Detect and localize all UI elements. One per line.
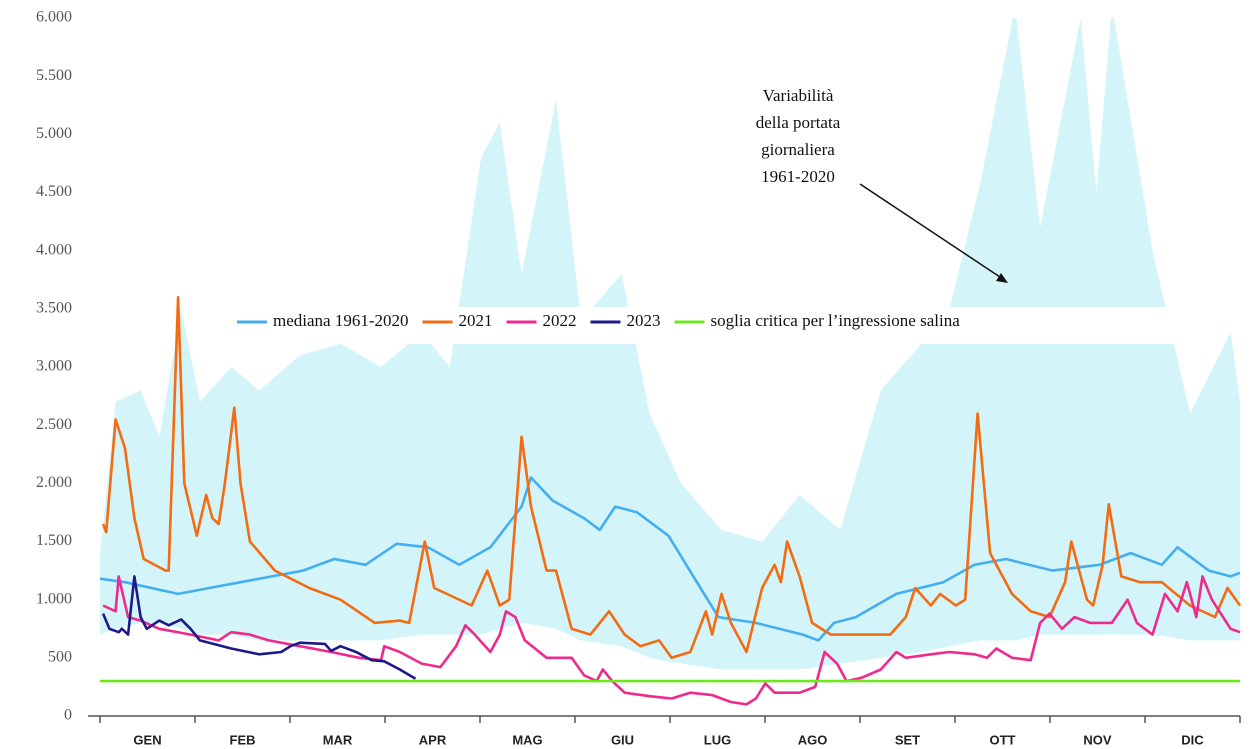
y-tick-label: 4.000	[36, 241, 72, 258]
y-tick-label: 3.500	[36, 300, 72, 317]
annotation: Variabilità della portata giornaliera 1961-…	[756, 86, 1008, 283]
x-tick-label: LUG	[704, 732, 731, 747]
x-tick-label: AGO	[798, 732, 828, 747]
x-tick-label: SET	[895, 732, 920, 747]
legend: mediana 1961-2020 2021 2022 2023 soglia crit…	[228, 307, 1198, 344]
annotation-arrow	[859, 183, 1004, 280]
band-layer	[100, 18, 1240, 670]
x-tick-label: DIC	[1181, 732, 1204, 747]
annotation-text: della portata	[756, 113, 841, 132]
x-tick-label: APR	[419, 732, 447, 747]
y-tick-label: 4.500	[36, 183, 72, 200]
x-tick-label: MAG	[512, 732, 542, 747]
series-line	[99, 476, 1241, 642]
legend-label: soglia critica per l’ingressione salina	[711, 311, 961, 330]
y-tick-label: 0	[64, 707, 72, 724]
axis-layer: 0 500 1.000 1.500 2.000 2.500 3.000 3.500 4.000 4…	[36, 9, 1241, 747]
y-tick-label: 6.000	[36, 9, 72, 26]
x-tick-label: NOV	[1083, 732, 1112, 747]
x-tick-label: OTT	[990, 732, 1016, 747]
y-tick-label: 1.500	[36, 532, 72, 549]
series-line	[101, 575, 417, 680]
annotation-text: Variabilità	[763, 86, 834, 105]
legend-background	[228, 307, 1198, 344]
y-tick-label: 5.000	[36, 125, 72, 142]
arrow-head	[996, 273, 1008, 283]
annotation-text: 1961-2020	[761, 167, 835, 186]
series-line	[102, 575, 1241, 706]
x-tick-label: GIU	[611, 732, 634, 747]
x-tick-label: FEB	[230, 732, 256, 747]
legend-label: mediana 1961-2020	[273, 311, 409, 330]
annotation-text: giornaliera	[761, 140, 835, 159]
line-layer	[99, 295, 1242, 706]
legend-label: 2022	[543, 311, 577, 330]
y-tick-label: 3.000	[36, 358, 72, 375]
variability-band	[100, 18, 1240, 670]
y-tick-label: 2.500	[36, 416, 72, 433]
x-tick-label: MAR	[323, 732, 353, 747]
y-tick-label: 500	[48, 649, 72, 666]
x-tick-label: GEN	[133, 732, 161, 747]
legend-label: 2023	[627, 311, 661, 330]
legend-label: 2021	[459, 311, 493, 330]
y-tick-label: 2.000	[36, 474, 72, 491]
y-tick-label: 5.500	[36, 67, 72, 84]
y-tick-label: 1.000	[36, 590, 72, 607]
